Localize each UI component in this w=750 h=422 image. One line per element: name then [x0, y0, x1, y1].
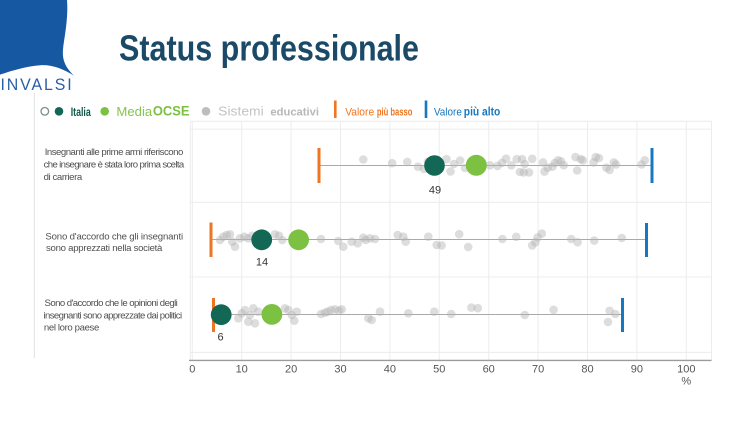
svg-text:Valore: Valore: [434, 106, 462, 118]
svg-text:che insegnare è stata loro pri: che insegnare è stata loro prima scelta: [44, 160, 185, 171]
svg-text:Sistemi: Sistemi: [218, 104, 264, 119]
svg-text:90: 90: [631, 364, 643, 376]
svg-text:49: 49: [429, 185, 441, 197]
svg-text:nel loro paese: nel loro paese: [44, 323, 99, 334]
svg-text:70: 70: [532, 364, 544, 376]
svg-text:50: 50: [433, 364, 445, 376]
svg-text:10: 10: [236, 364, 248, 376]
svg-text:100: 100: [677, 364, 695, 376]
svg-text:insegnanti sono apprezzate dai: insegnanti sono apprezzate dai politici: [44, 310, 183, 321]
svg-text:più basso: più basso: [377, 106, 413, 118]
svg-text:60: 60: [483, 364, 495, 376]
svg-text:Italia: Italia: [71, 105, 91, 119]
svg-text:educativi: educativi: [270, 107, 319, 119]
svg-text:sono apprezzati nella società: sono apprezzati nella società: [46, 243, 163, 254]
svg-text:%: %: [681, 376, 691, 388]
svg-text:Sono d'accordo che gli insegna: Sono d'accordo che gli insegnanti: [45, 231, 183, 242]
svg-text:14: 14: [256, 257, 268, 269]
svg-text:Valore: Valore: [345, 106, 374, 118]
svg-text:più alto: più alto: [464, 104, 501, 118]
svg-text:20: 20: [285, 364, 297, 376]
svg-text:Sono d'accordo che le opinioni: Sono d'accordo che le opinioni degli: [45, 298, 178, 309]
svg-text:INVALSI: INVALSI: [1, 75, 74, 94]
svg-text:Media: Media: [116, 104, 152, 119]
svg-text:Insegnanti alle prime armi rif: Insegnanti alle prime armi riferiscono: [45, 147, 184, 158]
svg-text:6: 6: [217, 332, 223, 344]
svg-text:OCSE: OCSE: [153, 104, 190, 119]
svg-text:80: 80: [581, 364, 593, 376]
svg-text:30: 30: [334, 364, 346, 376]
svg-text:0: 0: [189, 364, 195, 376]
svg-text:40: 40: [384, 364, 396, 376]
svg-text:di carriera: di carriera: [44, 172, 83, 183]
svg-text:Status professionale: Status professionale: [119, 28, 419, 69]
